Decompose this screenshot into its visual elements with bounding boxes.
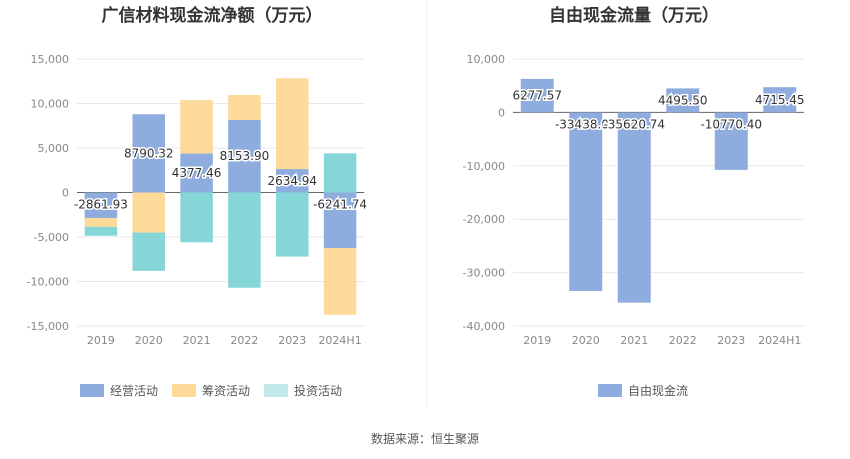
x-tick-label: 2024H1 (318, 334, 361, 347)
data-label: -10770.40 (700, 117, 762, 131)
chart-title: 广信材料现金流净额（万元） (102, 5, 323, 26)
bar (520, 78, 554, 113)
bar (275, 192, 309, 257)
cash-flow-net-chart: 广信材料现金流净额（万元） 15,000 10,000 5,000 0 -5,000 -10… (27, 5, 369, 398)
bar (275, 169, 309, 193)
data-label: -33438.07 (555, 117, 617, 131)
x-tick-label: 2020 (135, 334, 163, 347)
legend-swatch (80, 384, 104, 397)
bar (84, 217, 118, 227)
bar (180, 153, 213, 193)
bar (666, 88, 700, 113)
x-tick-label: 2023 (278, 334, 306, 347)
bar (132, 192, 166, 233)
x-tick-label: 2020 (572, 334, 600, 347)
y-tick-label: -30,000 (463, 267, 505, 280)
y-tick-label: 5,000 (38, 142, 70, 155)
y-tick-label: 0 (498, 106, 505, 119)
y-tick-label: 10,000 (31, 98, 70, 111)
bar (132, 232, 166, 271)
x-tick-label: 2022 (669, 334, 697, 347)
bar (275, 78, 309, 170)
bar (323, 192, 357, 249)
free-cash-flow-chart: 自由现金流量（万元） 10,000 0 -10,000 -20,000 -30,000 -4… (463, 5, 807, 398)
bar (617, 112, 651, 303)
bar (228, 192, 261, 288)
legend-label: 经营活动 (110, 384, 158, 398)
x-tick-label: 2023 (717, 334, 745, 347)
legend-swatch (598, 384, 622, 397)
bar (180, 192, 213, 243)
legend-swatch (264, 384, 288, 397)
data-label: 4377.46 (172, 166, 222, 180)
bar (763, 87, 797, 113)
y-tick-label: -15,000 (27, 320, 69, 333)
x-tick-label: 2019 (87, 334, 115, 347)
x-tick-label: 2021 (183, 334, 211, 347)
x-tick-label: 2022 (230, 334, 258, 347)
data-label: 4495.50 (658, 93, 708, 107)
legend-label: 投资活动 (294, 383, 342, 398)
y-tick-label: -20,000 (463, 213, 505, 226)
y-tick-label: 10,000 (467, 53, 506, 66)
data-label: 4715.45 (755, 93, 805, 107)
bar (714, 112, 748, 170)
data-label: -6241.74 (313, 198, 367, 212)
data-label: 8790.32 (124, 146, 174, 160)
legend-label: 筹资活动 (202, 384, 250, 398)
y-tick-label: -5,000 (34, 231, 69, 244)
bar (180, 100, 213, 154)
y-tick-label: 15,000 (31, 53, 70, 66)
legend-label: 自由现金流 (628, 383, 688, 398)
bar (323, 248, 357, 315)
data-label: 6277.57 (512, 89, 562, 103)
y-tick-label: -10,000 (463, 160, 505, 173)
x-tick-label: 2024H1 (758, 334, 801, 347)
source-footer: 数据来源：恒生聚源 (371, 431, 479, 446)
bar (228, 95, 261, 120)
bar (228, 119, 261, 193)
bar (132, 114, 166, 193)
bar (84, 192, 118, 218)
y-tick-label: -10,000 (27, 276, 69, 289)
bar (569, 112, 603, 291)
chart-title: 自由现金流量（万元） (549, 5, 719, 26)
x-tick-label: 2021 (620, 334, 648, 347)
y-tick-label: 0 (62, 187, 69, 200)
data-label: 8153.90 (220, 149, 270, 163)
y-tick-label: -40,000 (463, 320, 505, 333)
data-label: -35620.74 (603, 117, 665, 131)
data-label: 2634.94 (267, 174, 317, 188)
data-label: -2861.93 (74, 198, 128, 212)
bar (84, 226, 118, 236)
x-tick-label: 2019 (523, 334, 551, 347)
legend-swatch (172, 384, 196, 397)
bar (323, 153, 357, 193)
